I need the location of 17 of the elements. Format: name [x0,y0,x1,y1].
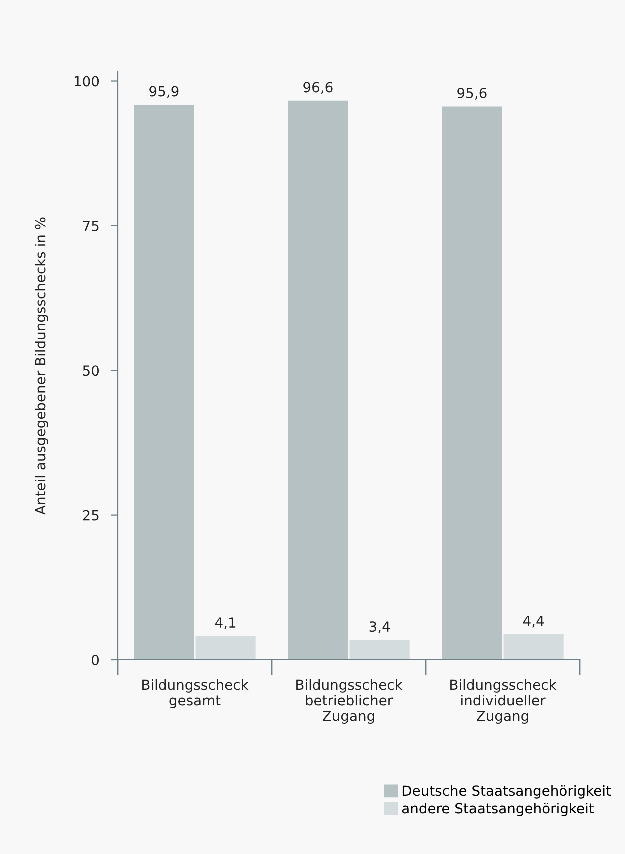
y-tick-label: 0 [92,654,100,666]
data-label: 95,6 [458,88,487,100]
x-tick-label: Bildungsscheck individueller Zugang [450,679,557,724]
y-tick-label: 75 [83,221,99,232]
data-label: 4,4 [523,616,544,628]
data-label: 95,9 [150,86,179,98]
data-label: 96,6 [304,82,333,94]
y-tick-label: 25 [83,510,99,521]
y-tick-label: 50 [83,366,100,376]
x-tick-label: Bildungsscheck gesamt [142,679,249,708]
legend-label: andere Staatsangehörigkeit [402,803,594,816]
legend-label: Deutsche Staatsangehörigkeit [402,785,612,799]
data-label: 4,1 [215,618,236,630]
y-axis-title: Anteil ausgegebener Bildungsschecks in % [34,218,48,515]
x-tick-label: Bildungsscheck betrieblicher Zugang [296,679,403,724]
data-label: 3,4 [370,622,390,634]
y-tick-label: 100 [74,76,100,87]
